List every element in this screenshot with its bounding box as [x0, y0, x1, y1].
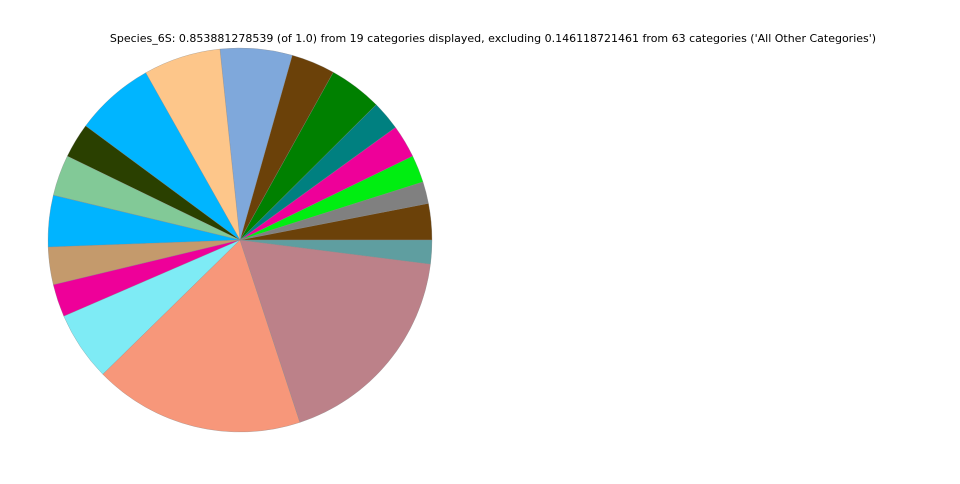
pie-slice	[239, 239, 433, 265]
pie-slice	[239, 239, 431, 423]
chart-title: Species_6S: 0.853881278539 (of 1.0) from…	[110, 32, 876, 45]
pie-slice	[102, 239, 301, 433]
